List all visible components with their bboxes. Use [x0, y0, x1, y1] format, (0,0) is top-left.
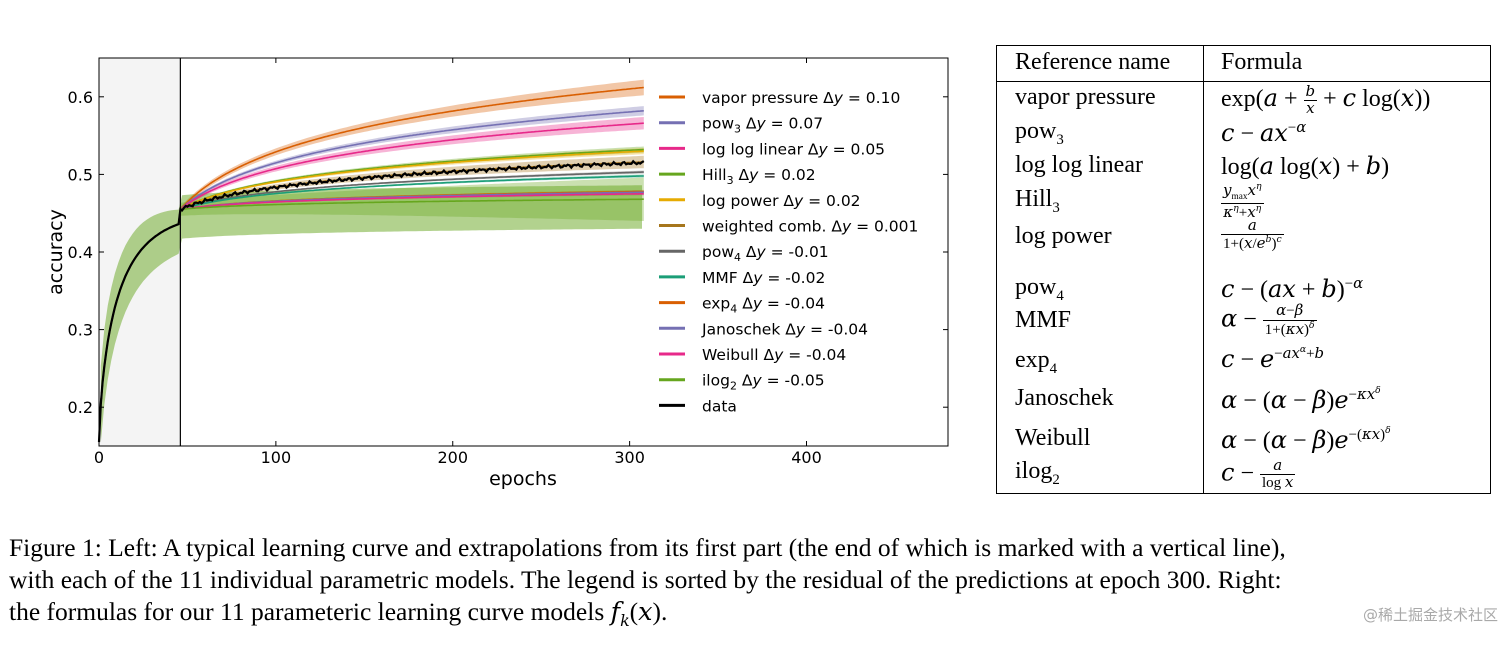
- table-row-name: MMF: [1015, 307, 1072, 333]
- formula-table: Reference name Formula vapor pressure po…: [996, 45, 1491, 494]
- table-row-name: Janoschek: [1015, 385, 1114, 411]
- table-row-name: Weibull: [1015, 425, 1091, 451]
- formula-exp4: c − e−axα+b: [1221, 344, 1325, 373]
- table-row-name: log log linear: [1015, 152, 1143, 178]
- table-row-name: ilog2: [1015, 458, 1060, 488]
- formula-pow3: c − ax−α: [1221, 118, 1307, 147]
- formula-weibull: α − (α − β)e−(κx)δ: [1221, 425, 1391, 454]
- formula-log-power: a 1+(x/eb)c: [1221, 216, 1284, 252]
- legend-entry: Weibull Δy = -0.04: [702, 346, 846, 364]
- ilog-band: [100, 185, 643, 443]
- y-tick-label: 0.6: [68, 88, 93, 107]
- table-header-formula: Formula: [1221, 49, 1303, 75]
- table-row-name: Hill3: [1015, 186, 1060, 216]
- legend-entry: ilog2 Δy = -0.05: [702, 372, 825, 393]
- formula-log-log-linear: log(a log(x) + b): [1221, 152, 1390, 180]
- series-band: [180, 106, 644, 211]
- legend-entry: exp4 Δy = -0.04: [702, 295, 825, 316]
- formula-hill3: ymaxxη κη+xη: [1221, 181, 1264, 221]
- table-row-name: vapor pressure: [1015, 84, 1156, 110]
- caption-line-3: the formulas for our 11 parameteric lear…: [9, 597, 668, 631]
- series-line: [100, 198, 644, 405]
- table-row-name: pow4: [1015, 274, 1064, 304]
- legend-entry: vapor pressure Δy = 0.10: [702, 89, 900, 107]
- y-tick-label: 0.5: [68, 165, 93, 184]
- x-tick-label: 100: [261, 448, 292, 467]
- legend-entry: data: [702, 397, 737, 415]
- formula-ilog2: c − a log x: [1221, 456, 1296, 491]
- table-column-divider: [1203, 46, 1204, 493]
- series-band: [180, 155, 644, 212]
- series-line: [100, 86, 644, 405]
- data-line: [97, 159, 645, 443]
- x-tick-label: 300: [614, 448, 645, 467]
- learning-curve-chart: 0 100 200 300 400 0.2 0.3 0.4 0.5 0.6 epochs accura…: [45, 57, 949, 490]
- legend-entry: pow3 Δy = 0.07: [702, 115, 823, 136]
- series-band: [180, 148, 644, 211]
- legend-entry: pow4 Δy = -0.01: [702, 243, 829, 264]
- legend-entry: Hill3 Δy = 0.02: [702, 166, 816, 187]
- series-line: [100, 122, 644, 405]
- table-row-name: exp4: [1015, 347, 1058, 377]
- formula-mmf: α − α−β 1+(κx)δ: [1221, 301, 1317, 338]
- table-header-row: Reference name Formula: [997, 46, 1490, 82]
- y-tick-label: 0.4: [68, 243, 93, 262]
- x-tick-label: 200: [437, 448, 468, 467]
- legend-entry: weighted comb. Δy = 0.001: [702, 218, 918, 236]
- legend-entry: Janoschek Δy = -0.04: [701, 320, 868, 338]
- series-line: [100, 150, 644, 405]
- caption-line-2: with each of the 11 individual parametri…: [9, 565, 1282, 594]
- table-row-name: pow3: [1015, 118, 1064, 148]
- x-tick-label: 0: [94, 448, 104, 467]
- series-line: [100, 110, 644, 405]
- y-tick-label: 0.2: [68, 398, 93, 417]
- y-tick-label: 0.3: [68, 321, 93, 340]
- legend-entry: MMF Δy = -0.02: [702, 269, 825, 287]
- x-axis-label: epochs: [489, 468, 557, 490]
- formula-pow4: c − (ax + b)−α: [1221, 274, 1364, 303]
- table-row-name: log power: [1015, 223, 1112, 249]
- figure-caption: Figure 1: Left: A typical learning curve…: [9, 532, 1504, 637]
- legend-entry: log log linear Δy = 0.05: [702, 140, 885, 158]
- formula-janoschek: α − (α − β)e−κxδ: [1221, 385, 1381, 414]
- table-header-name: Reference name: [1015, 49, 1171, 75]
- legend-entry: log power Δy = 0.02: [702, 192, 861, 210]
- series-band: [180, 170, 644, 210]
- x-tick-label: 400: [791, 448, 822, 467]
- chart-svg: 0 100 200 300 400 0.2 0.3 0.4 0.5 0.6 epochs accura…: [45, 57, 949, 490]
- caption-line-1: Figure 1: Left: A typical learning curve…: [9, 533, 1286, 562]
- y-axis-label: accuracy: [45, 209, 67, 295]
- watermark-text: @稀土掘金技术社区: [1362, 606, 1498, 624]
